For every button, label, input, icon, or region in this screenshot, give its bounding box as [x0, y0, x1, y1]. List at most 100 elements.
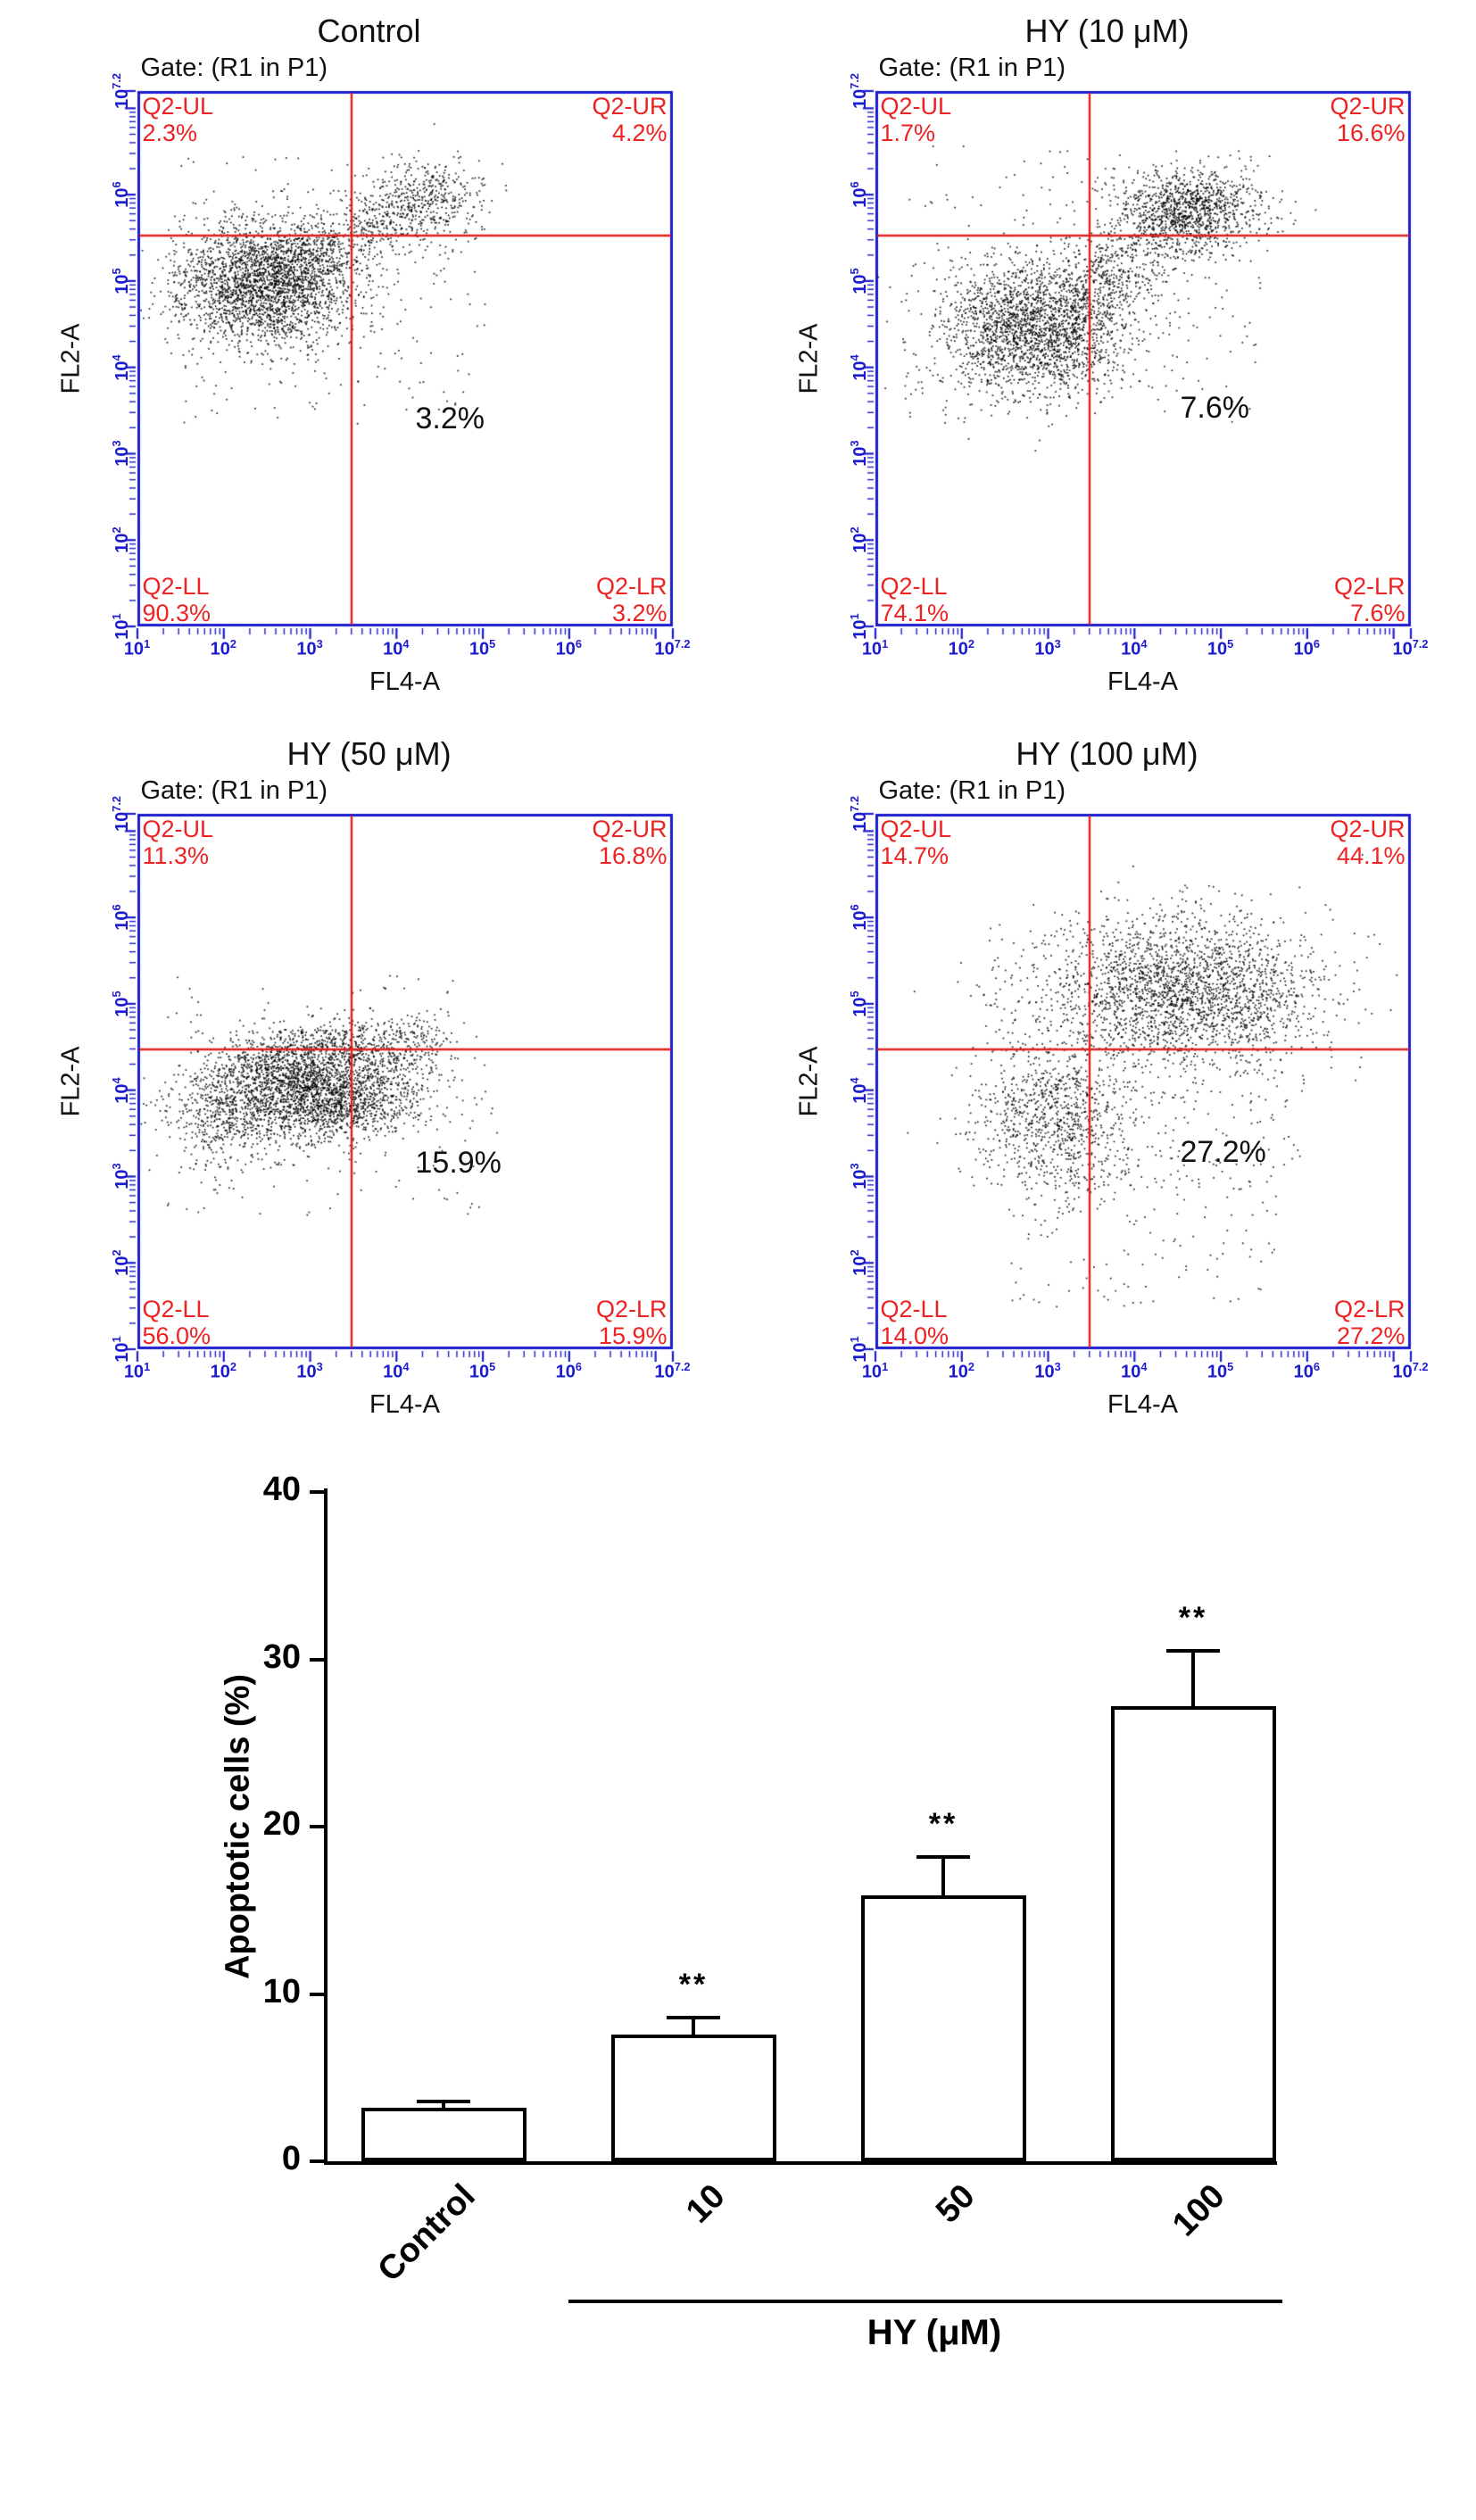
flow-plot-area: Gate: (R1 in P1) Q2-UL 14.7% Q2-UR 44.1%… — [759, 776, 1455, 1422]
x-axis-label: FL4-A — [369, 1390, 440, 1419]
x-tick-label: 102 — [210, 1360, 236, 1382]
y-tick-label: 106 — [847, 181, 870, 208]
y-tick-label: 107.2 — [109, 795, 132, 833]
bar-y-axis — [324, 1488, 328, 2165]
error-bar-cap — [417, 2099, 470, 2103]
x-tick-label: 101 — [123, 637, 151, 659]
y-axis-label: FL2-A — [56, 1046, 85, 1117]
x-tick-label: 107.2 — [1392, 1360, 1429, 1382]
bar-10 — [611, 2034, 776, 2161]
bar-50 — [861, 1894, 1026, 2161]
x-tick-label: 104 — [1121, 637, 1148, 659]
x-tick-label: 102 — [948, 637, 974, 659]
significance-marker: ** — [678, 1967, 709, 2002]
y-tick-label: 103 — [109, 1163, 132, 1190]
y-tick-label: 103 — [847, 1163, 870, 1190]
apoptosis-bar-chart: Apoptotic cells (%) 0 10 20 30 40 Control ** 10… — [176, 1465, 1300, 2420]
x-tick-label: 105 — [469, 637, 496, 659]
y-axis-label: FL2-A — [794, 323, 823, 394]
x-tick-label: 103 — [1034, 637, 1061, 659]
y-tick-label: 102 — [847, 1249, 870, 1276]
x-tick-label: 103 — [296, 1360, 323, 1382]
x-tick-label: 107.2 — [654, 637, 691, 659]
error-bar-stem — [692, 2017, 695, 2035]
bar-control — [361, 2108, 527, 2161]
y-tick-label: 101 — [847, 1336, 870, 1363]
flow-panel-hy10: HY (10 μM) Gate: (R1 in P1) Q2-UL 1.7% Q… — [738, 7, 1476, 700]
x-tick-label: 101 — [861, 637, 889, 659]
flow-panel-hy50: HY (50 μM) Gate: (R1 in P1) Q2-UL 11.3% … — [0, 730, 738, 1422]
panel-title: Control — [317, 12, 421, 49]
x-tick-label: 102 — [948, 1360, 974, 1382]
x-tick-label: 103 — [296, 637, 323, 659]
flow-plot-area: Gate: (R1 in P1) Q2-UL 2.3% Q2-UR 4.2% Q… — [21, 54, 717, 700]
bar-y-tick — [310, 1490, 324, 1494]
x-tick-label: 101 — [123, 1360, 151, 1382]
y-tick-label: 107.2 — [847, 795, 870, 833]
panel-title: HY (50 μM) — [286, 735, 452, 772]
y-tick-label: 105 — [847, 268, 870, 294]
y-tick-label: 105 — [109, 268, 132, 294]
scatter-plot-canvas — [759, 810, 1455, 1381]
x-tick-label: 105 — [1207, 1360, 1234, 1382]
bar-chart-plot-layer: 0 10 20 30 40 Control ** 10 ** 50 ** 100 — [176, 1465, 1300, 2420]
y-tick-label: 104 — [847, 1076, 870, 1104]
y-tick-label: 103 — [847, 440, 870, 468]
bar-category-label: 100 — [1165, 2177, 1232, 2244]
x-tick-label: 106 — [555, 637, 583, 659]
gate-label: Gate: (R1 in P1) — [878, 54, 1066, 82]
y-tick-label: 107.2 — [847, 72, 870, 110]
y-tick-label: 101 — [109, 613, 132, 640]
panel-title: HY (10 μM) — [1024, 12, 1190, 49]
error-bar-cap — [1166, 1649, 1220, 1654]
significance-marker: ** — [928, 1806, 958, 1841]
bar-category-label: Control — [370, 2177, 483, 2290]
error-bar-stem — [442, 2101, 445, 2108]
x-tick-label: 106 — [555, 1360, 583, 1382]
bar-y-tick-label: 20 — [262, 1805, 301, 1843]
bar-100 — [1111, 1706, 1276, 2161]
bar-category-label: 10 — [679, 2177, 733, 2231]
y-tick-label: 105 — [847, 991, 870, 1017]
y-axis-label: FL2-A — [56, 323, 85, 394]
y-tick-label: 101 — [847, 613, 870, 640]
x-axis-label: FL4-A — [369, 667, 440, 696]
y-axis-label: FL2-A — [794, 1046, 823, 1117]
error-bar-cap — [667, 2015, 720, 2019]
bar-x-axis — [324, 2161, 1277, 2165]
flow-panel-control: Control Gate: (R1 in P1) Q2-UL 2.3% Q2-U… — [0, 7, 738, 700]
x-tick-label: 105 — [469, 1360, 496, 1382]
bar-y-tick — [310, 1657, 324, 1662]
y-tick-label: 105 — [109, 991, 132, 1017]
bar-y-tick — [310, 1825, 324, 1828]
dose-group-line — [568, 2300, 1282, 2303]
y-tick-label: 104 — [109, 353, 132, 381]
flow-cytometry-grid: Control Gate: (R1 in P1) Q2-UL 2.3% Q2-U… — [0, 7, 1476, 1453]
bar-y-tick-label: 10 — [262, 1972, 301, 2010]
y-tick-label: 106 — [109, 181, 132, 208]
y-tick-label: 106 — [847, 904, 870, 931]
error-bar-cap — [916, 1854, 970, 1859]
y-tick-label: 104 — [847, 353, 870, 381]
x-tick-label: 107.2 — [1392, 637, 1429, 659]
y-tick-label: 104 — [109, 1076, 132, 1104]
flow-plot-area: Gate: (R1 in P1) Q2-UL 1.7% Q2-UR 16.6% … — [759, 54, 1455, 700]
bar-y-tick-label: 30 — [262, 1637, 301, 1676]
x-axis-label: FL4-A — [1107, 1390, 1178, 1419]
bar-y-tick — [310, 2159, 324, 2163]
panel-title: HY (100 μM) — [1016, 735, 1198, 772]
error-bar-stem — [1191, 1651, 1195, 1706]
x-tick-label: 104 — [383, 637, 410, 659]
x-tick-label: 106 — [1293, 637, 1321, 659]
x-tick-label: 106 — [1293, 1360, 1321, 1382]
x-tick-label: 102 — [210, 637, 236, 659]
significance-marker: ** — [1178, 1601, 1208, 1636]
gate-label: Gate: (R1 in P1) — [878, 776, 1066, 805]
flow-plot-area: Gate: (R1 in P1) Q2-UL 11.3% Q2-UR 16.8%… — [21, 776, 717, 1422]
bar-y-tick-label: 40 — [262, 1471, 301, 1508]
y-tick-label: 103 — [109, 440, 132, 468]
flow-panel-hy100: HY (100 μM) Gate: (R1 in P1) Q2-UL 14.7%… — [738, 730, 1476, 1422]
y-tick-label: 107.2 — [109, 72, 132, 110]
x-tick-label: 101 — [861, 1360, 889, 1382]
